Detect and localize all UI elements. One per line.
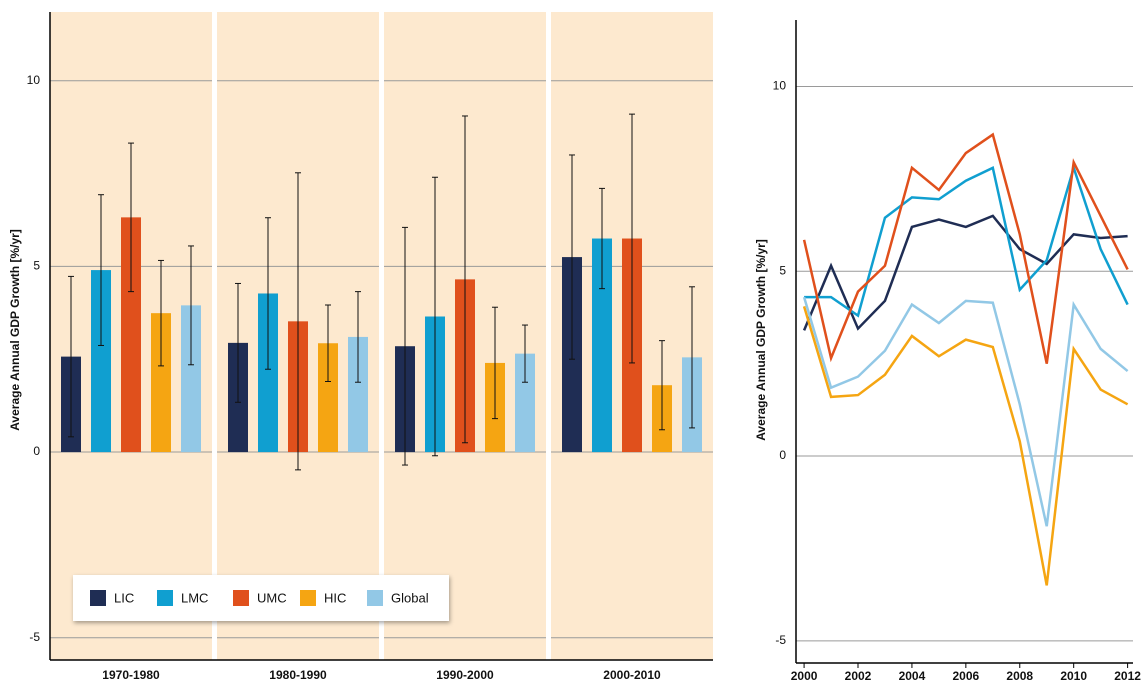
error-bar <box>98 194 104 346</box>
bar <box>515 353 535 453</box>
line <box>802 306 1129 586</box>
x-tick-label: 2002 <box>845 669 872 683</box>
error-bar <box>128 142 134 293</box>
x-tick-label: 2004 <box>899 669 926 683</box>
error-bar <box>432 176 438 457</box>
line <box>802 214 1128 331</box>
y-tick-label: 10 <box>773 79 787 93</box>
legend-swatch <box>300 590 316 606</box>
x-tick-label: 1970-1980 <box>102 668 160 682</box>
error-bar <box>235 282 241 403</box>
y-axis-title: Average Annual GDP Growth [%/yr] <box>8 229 22 431</box>
x-tick-label: 2010 <box>1060 669 1087 683</box>
error-bar <box>158 259 164 367</box>
y-tick-label: -5 <box>775 633 786 647</box>
error-bar <box>569 154 575 360</box>
x-tick-label: 2006 <box>952 669 979 683</box>
bar <box>151 313 171 453</box>
error-bar <box>68 275 74 438</box>
legend-swatch <box>157 590 173 606</box>
bar <box>121 217 141 453</box>
error-bar <box>689 286 695 429</box>
y-tick-label: 0 <box>779 448 786 462</box>
error-bar <box>265 217 271 370</box>
y-axis-title: Average Annual GDP Growth [%/yr] <box>754 239 768 441</box>
legend-label: UMC <box>257 590 287 605</box>
x-tick-label: 2000 <box>791 669 818 683</box>
legend-label: LMC <box>181 590 208 605</box>
legend-swatch <box>90 590 106 606</box>
bar <box>592 238 612 453</box>
legend <box>73 575 449 621</box>
y-tick-label: 10 <box>27 73 41 87</box>
error-bar <box>325 304 331 382</box>
x-tick-label: 2000-2010 <box>603 668 661 682</box>
legend-swatch <box>233 590 249 606</box>
legend-label: HIC <box>324 590 346 605</box>
x-tick-label: 2008 <box>1006 669 1033 683</box>
x-tick-label: 2012 <box>1114 669 1141 683</box>
line <box>804 163 1129 318</box>
y-tick-label: 0 <box>33 444 40 458</box>
line <box>802 296 1129 527</box>
error-bar <box>492 306 498 420</box>
x-tick-label: 1980-1990 <box>269 668 327 682</box>
bar <box>258 293 278 453</box>
error-bar <box>522 324 528 383</box>
error-bar <box>462 115 468 444</box>
line <box>802 132 1129 364</box>
bar <box>318 343 338 453</box>
error-bar <box>599 187 605 290</box>
error-bar <box>188 245 194 366</box>
y-tick-label: 5 <box>779 263 786 277</box>
error-bar <box>629 113 635 364</box>
bar <box>181 305 201 453</box>
bar <box>91 270 111 453</box>
error-bar <box>295 172 301 471</box>
legend-swatch <box>367 590 383 606</box>
x-tick-label: 1990-2000 <box>436 668 494 682</box>
error-bar <box>659 340 665 431</box>
bar <box>348 336 368 453</box>
y-tick-label: 5 <box>33 259 40 273</box>
error-bar <box>355 291 361 383</box>
legend-label: Global <box>391 590 429 605</box>
error-bar <box>402 226 408 466</box>
y-tick-label: -5 <box>29 630 40 644</box>
legend-label: LIC <box>114 590 134 605</box>
